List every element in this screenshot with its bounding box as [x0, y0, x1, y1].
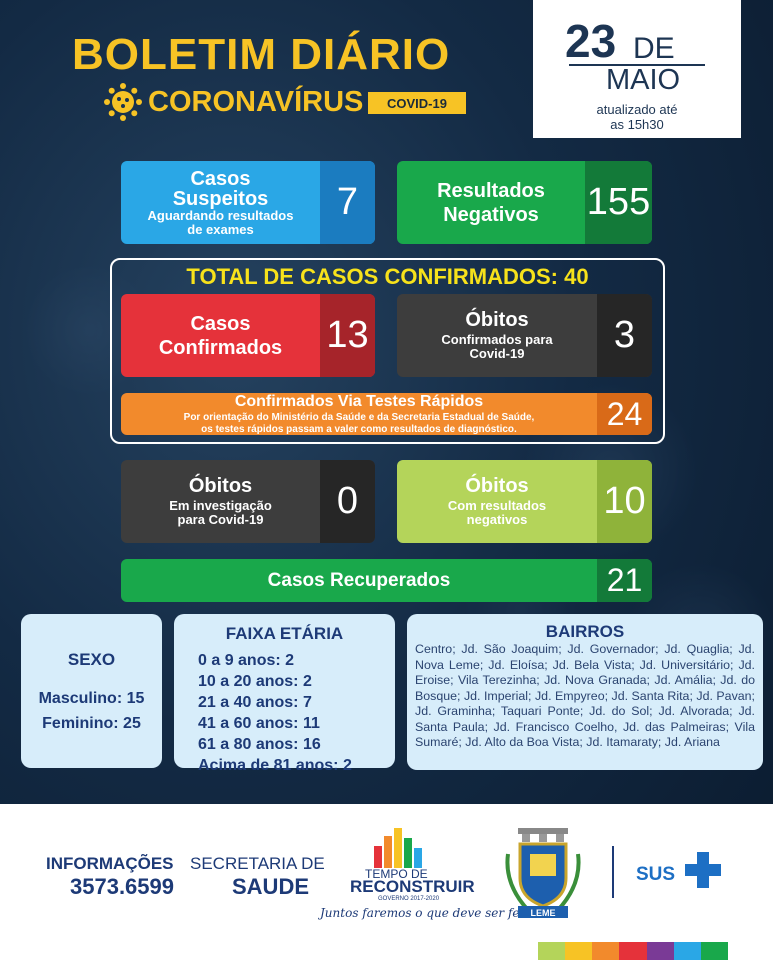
stat-label-line: Casos Recuperados: [267, 569, 451, 591]
stat-confirmados: Casos Confirmados 13: [121, 294, 375, 377]
stat-label-line: Negativos: [443, 203, 539, 226]
stat-label-line: Óbitos: [188, 475, 253, 497]
tempo-line-3: GOVERNO 2017-2020: [378, 896, 440, 902]
tempo-line-1: TEMPO DE: [365, 867, 428, 881]
stat-obitos-negativos-value: 10: [597, 460, 652, 543]
stat-obitos: Óbitos Confirmados para Covid-19 3: [397, 294, 652, 377]
info-label: INFORMAÇÕES: [46, 854, 174, 873]
stat-negativos: Resultados Negativos 155: [397, 161, 652, 244]
date-month: MAIO: [605, 64, 681, 96]
stat-obitos-negativos: Óbitos Com resultados negativos 10: [397, 460, 652, 543]
total-confirmed-title: TOTAL DE CASOS CONFIRMADOS: 40: [186, 264, 589, 289]
stat-label-line: Resultados: [437, 179, 545, 202]
faixa-row: 0 a 9 anos: 2: [198, 652, 295, 669]
stat-recuperados-value: 21: [597, 559, 652, 602]
color-bar: [592, 942, 620, 960]
date-de: DE: [633, 32, 675, 65]
stat-sub-line: Em investigação: [169, 498, 272, 513]
city-crest-icon: LEME: [505, 828, 581, 918]
faixa-row: 61 a 80 anos: 16: [198, 736, 321, 753]
info-phone: 3573.6599: [70, 874, 174, 899]
stat-recuperados-label: Casos Recuperados: [121, 559, 597, 602]
secretaria-line-2: SAUDE: [232, 874, 310, 899]
stat-obitos-label: Óbitos Confirmados para Covid-19: [397, 294, 597, 377]
stat-testes-rapidos: Confirmados Via Testes Rápidos Por orien…: [121, 393, 652, 435]
color-bar: [619, 942, 647, 960]
stat-suspeitos-value: 7: [320, 161, 375, 244]
stat-label-line: Confirmados Via Testes Rápidos: [234, 393, 484, 410]
stat-confirmados-value: 13: [320, 294, 375, 377]
stat-sub-line: Por orientação do Ministério da Saúde e …: [183, 412, 535, 423]
stat-confirmados-label: Casos Confirmados: [121, 294, 320, 377]
updated-line-1: atualizado até: [596, 102, 678, 117]
stat-sub-line: Aguardando resultados: [147, 207, 294, 223]
color-bar: [538, 942, 566, 960]
stat-sub-line: negativos: [466, 512, 528, 527]
sus-label: SUS: [636, 864, 676, 885]
stat-recuperados: Casos Recuperados 21: [121, 559, 652, 602]
sexo-title: SEXO: [67, 650, 116, 669]
stat-suspeitos: Casos Suspeitos Aguardando resultados de…: [121, 161, 375, 244]
confirmed-frame: [110, 258, 665, 444]
stat-sub-line: os testes rápidos passam a valer como re…: [201, 424, 517, 435]
sus-cross-icon: [685, 852, 721, 888]
stat-sub-line: de exames: [187, 221, 254, 237]
bairros-list: Centro; Jd. São Joaquim; Jd. Governador;…: [415, 642, 755, 749]
stat-investigacao-value: 0: [320, 460, 375, 543]
stat-obitos-negativos-label: Óbitos Com resultados negativos: [397, 460, 597, 543]
faixa-row: Acima de 81 anos: 2: [198, 757, 352, 774]
footer-divider: [612, 846, 614, 898]
faixa-etaria-panel: FAIXA ETÁRIA 0 a 9 anos: 2 10 a 20 anos:…: [174, 614, 395, 774]
color-bar: [565, 942, 593, 960]
stat-label-line: Óbitos: [465, 475, 529, 497]
stat-negativos-label: Resultados Negativos: [397, 161, 585, 244]
stat-label-line: Casos: [190, 312, 251, 335]
page-title: BOLETIM DIÁRIO: [72, 30, 451, 79]
faixa-row: 10 a 20 anos: 2: [198, 673, 312, 690]
secretaria-line-1: SECRETARIA DE: [190, 854, 325, 873]
virus-icon: [104, 83, 142, 121]
color-bar: [646, 942, 674, 960]
stat-testes-rapidos-label: Confirmados Via Testes Rápidos Por orien…: [121, 393, 597, 435]
stat-sub-line: Com resultados: [447, 498, 547, 513]
color-bar: [673, 942, 701, 960]
stat-investigacao: Óbitos Em investigação para Covid-19 0: [121, 460, 375, 543]
footer: INFORMAÇÕES 3573.6599 SECRETARIA DE SAUD…: [0, 804, 773, 960]
tempo-de-reconstruir-logo-icon: [374, 828, 422, 868]
color-bar: [700, 942, 728, 960]
tempo-line-2: RECONSTRUIR: [350, 877, 475, 896]
faixa-title: FAIXA ETÁRIA: [225, 624, 344, 643]
sexo-panel: SEXO Masculino: 15 Feminino: 25: [21, 614, 162, 768]
sexo-row: Masculino: 15: [38, 690, 145, 707]
stat-sub-line: Confirmados para: [441, 332, 553, 347]
stat-label-line: Confirmados: [158, 336, 283, 359]
stat-sub-line: para Covid-19: [177, 512, 264, 527]
updated-time: atualizado até as 15h30: [533, 102, 741, 132]
covid-tag: COVID-19: [368, 92, 466, 114]
stat-label-line: Óbitos: [465, 309, 529, 331]
stat-suspeitos-label: Casos Suspeitos Aguardando resultados de…: [121, 161, 320, 244]
bairros-title: BAIRROS: [545, 622, 625, 641]
sexo-row: Feminino: 25: [42, 715, 141, 732]
tempo-slogan: Juntos faremos o que deve ser feito!: [320, 906, 541, 920]
date-box: 23 DE MAIO atualizado até as 15h30: [533, 0, 741, 138]
color-bars: [538, 942, 728, 960]
stat-testes-rapidos-value: 24: [597, 393, 652, 435]
stat-label-line: Suspeitos: [172, 187, 269, 210]
date-divider: [569, 64, 705, 66]
date-day: 23: [565, 15, 617, 67]
faixa-row: 41 a 60 anos: 11: [198, 715, 320, 732]
bairros-panel: BAIRROS Centro; Jd. São Joaquim; Jd. Gov…: [407, 614, 763, 770]
crest-text: LEME: [530, 908, 555, 918]
stat-label-line: Casos: [190, 167, 251, 190]
faixa-row: 21 a 40 anos: 7: [198, 694, 312, 711]
stat-obitos-value: 3: [597, 294, 652, 377]
stat-sub-line: Covid-19: [469, 346, 525, 361]
subtitle: CORONAVÍRUS: [148, 86, 364, 118]
stat-investigacao-label: Óbitos Em investigação para Covid-19: [121, 460, 320, 543]
updated-line-2: as 15h30: [610, 117, 664, 132]
stat-negativos-value: 155: [585, 161, 652, 244]
